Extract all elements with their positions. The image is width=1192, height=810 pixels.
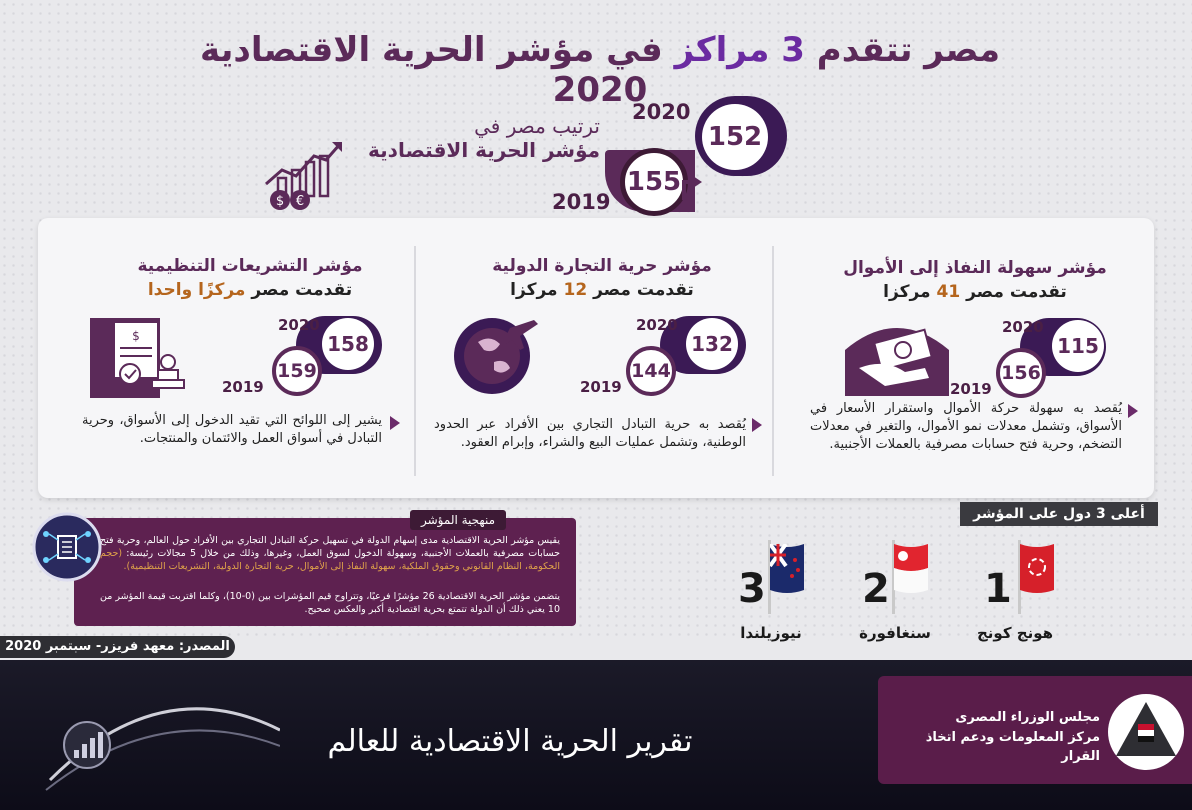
cabinet-logo-icon bbox=[1108, 694, 1184, 770]
svg-text:€: € bbox=[296, 194, 304, 209]
bullet-icon bbox=[752, 418, 762, 432]
chart-money-icon: $ € bbox=[265, 142, 342, 210]
year-2020-label: 2020 bbox=[278, 316, 320, 334]
year-2019-label: 2019 bbox=[222, 378, 264, 396]
rank-2019-circle: 155 bbox=[620, 148, 688, 216]
indicator-title: مؤشر سهولة النفاذ إلى الأموال bbox=[843, 258, 1107, 278]
rank-2020-circle: 158 bbox=[322, 318, 374, 370]
methodology-text: يتضمن مؤشر الحرية الاقتصادية 26 مؤشرًا ف… bbox=[100, 591, 560, 615]
bullet-icon bbox=[1128, 404, 1138, 418]
methodology-tab: منهجية المؤشر bbox=[410, 510, 506, 530]
indicators-panel bbox=[38, 218, 1154, 498]
indicator-subtitle: تقدمت مصر 12 مركزا bbox=[510, 280, 694, 300]
org-name-2: مركز المعلومات ودعم اتخاذ القرار bbox=[925, 730, 1100, 764]
year-2020-label: 2020 bbox=[636, 316, 678, 334]
arrow-up-icon bbox=[682, 174, 702, 200]
indicator-title: مؤشر حرية التجارة الدولية bbox=[492, 256, 712, 276]
footer-title: تقرير الحرية الاقتصادية للعالم bbox=[327, 724, 693, 759]
rank-2020-circle: 152 bbox=[702, 104, 768, 170]
hong-kong-flag-icon bbox=[1020, 544, 1054, 593]
globe-plane-icon bbox=[454, 318, 538, 394]
rank-2019-circle: 156 bbox=[996, 348, 1046, 398]
year-2020-label: 2020 bbox=[1002, 318, 1044, 336]
overall-rank-label-2: مؤشر الحرية الاقتصادية bbox=[368, 138, 600, 162]
rank-2020-circle: 115 bbox=[1052, 320, 1104, 372]
country-rank: 1 bbox=[984, 566, 1012, 612]
methodology-box bbox=[74, 518, 576, 626]
country-rank: 3 bbox=[738, 566, 766, 612]
divider bbox=[414, 246, 416, 476]
country-name: سنغافورة bbox=[859, 624, 931, 642]
source-label: المصدر: معهد فريزر- سبتمبر 2020 bbox=[0, 636, 235, 658]
country-rank: 2 bbox=[862, 566, 890, 612]
year-2019-label: 2019 bbox=[950, 380, 992, 398]
money-hand-icon bbox=[845, 328, 949, 396]
methodology-text: يقيس مؤشر الحرية الاقتصادية مدى إسهام ال… bbox=[100, 535, 560, 572]
new-zealand-flag-icon bbox=[770, 544, 804, 593]
document-stamp-icon: $ bbox=[90, 318, 185, 398]
indicator-subtitle: تقدمت مصر 41 مركزا bbox=[883, 282, 1067, 302]
overall-rank-label-1: ترتيب مصر في bbox=[474, 114, 600, 138]
year-2019-label: 2019 bbox=[580, 378, 622, 396]
org-name-1: مجلس الوزراء المصرى bbox=[955, 710, 1100, 725]
svg-text:$: $ bbox=[132, 329, 140, 343]
bar-chart-icon bbox=[63, 721, 111, 769]
indicator-description: يُقصد به سهولة حركة الأموال واستقرار الأ… bbox=[810, 401, 1122, 452]
country-name: هونج كونج bbox=[976, 624, 1054, 642]
year-2019-label: 2019 bbox=[552, 190, 611, 214]
rank-2020-circle: 132 bbox=[686, 318, 738, 370]
top3-tab: أعلى 3 دول على المؤشر bbox=[960, 502, 1158, 526]
bullet-icon bbox=[390, 416, 400, 430]
page-title: مصر تتقدم 3 مراكز في مؤشر الحرية الاقتصا… bbox=[199, 30, 1000, 110]
year-2020-label: 2020 bbox=[632, 100, 691, 124]
indicator-description: يُقصد به حرية التبادل التجاري بين الأفرا… bbox=[434, 417, 746, 450]
singapore-flag-icon bbox=[894, 544, 928, 593]
indicator-title: مؤشر التشريعات التنظيمية bbox=[137, 256, 363, 276]
divider bbox=[772, 246, 774, 476]
network-icon bbox=[32, 512, 102, 582]
svg-text:$: $ bbox=[276, 194, 284, 209]
rank-2019-circle: 144 bbox=[626, 346, 676, 396]
indicator-description: يشير إلى اللوائح التي تقيد الدخول إلى ال… bbox=[82, 413, 382, 446]
country-name: نيوزيلندا bbox=[740, 624, 802, 642]
rank-2019-circle: 159 bbox=[272, 346, 322, 396]
indicator-subtitle: تقدمت مصر مركزًا واحدا bbox=[147, 280, 353, 300]
